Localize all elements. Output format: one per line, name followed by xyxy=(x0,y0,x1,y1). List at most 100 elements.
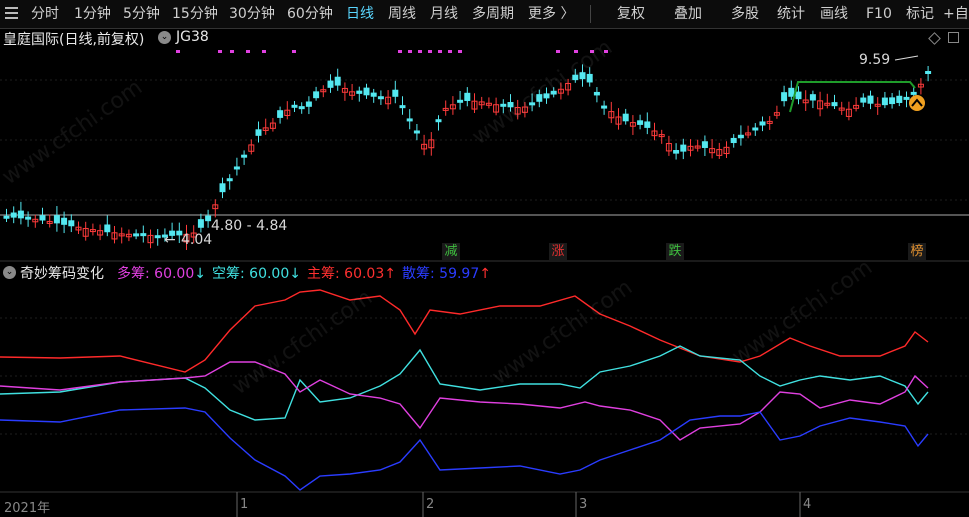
chevron-down-icon[interactable]: ⌄ xyxy=(3,266,16,279)
tag-rise[interactable]: 涨 xyxy=(549,243,567,261)
candle-body xyxy=(190,232,197,238)
candle-body xyxy=(867,95,874,104)
tag-fall[interactable]: 跌 xyxy=(666,243,684,261)
tag-reduce[interactable]: 减 xyxy=(442,243,460,261)
tab-5min[interactable]: 5分钟 xyxy=(123,6,160,22)
long-chip-value: 多筹: 60.00↓ xyxy=(117,266,206,282)
candle-body xyxy=(140,233,147,237)
signal-dot xyxy=(246,50,250,53)
tab-daily[interactable]: 日线 xyxy=(346,6,374,22)
tab-30min[interactable]: 30分钟 xyxy=(229,6,275,22)
candle-body xyxy=(377,96,384,100)
chevron-down-icon[interactable]: ⌄ xyxy=(158,31,171,44)
candle-body xyxy=(795,91,802,100)
axis-label-jan: 1 xyxy=(240,497,249,512)
candle-body xyxy=(766,120,773,124)
signal-dot xyxy=(590,50,594,53)
candle-body xyxy=(874,103,881,107)
retail-chip-value: 散筹: 59.97↑ xyxy=(402,266,491,282)
candle-body xyxy=(118,233,125,237)
f10-button[interactable]: F10 xyxy=(866,6,892,22)
maximize-icon[interactable] xyxy=(948,32,959,43)
candle-body xyxy=(809,94,816,101)
signal-dot xyxy=(418,50,422,53)
candle-body xyxy=(61,217,68,225)
candle-body xyxy=(831,102,838,107)
tab-15min[interactable]: 15分钟 xyxy=(172,6,218,22)
candle-body xyxy=(889,97,896,105)
tab-weekly[interactable]: 周线 xyxy=(388,6,416,22)
candle-body xyxy=(320,89,327,93)
fuquan-button[interactable]: 复权 xyxy=(617,6,645,22)
menu-icon[interactable] xyxy=(5,7,18,21)
overlay-button[interactable]: 叠加 xyxy=(674,6,702,22)
candle-body xyxy=(507,102,514,108)
candle-body xyxy=(644,121,651,128)
candle-body xyxy=(97,230,104,236)
tab-multi-period[interactable]: 多周期 xyxy=(472,6,514,22)
candle-body xyxy=(248,144,255,152)
signal-dot xyxy=(230,50,234,53)
short-chip-line xyxy=(0,345,929,421)
low-price-label: 4.04 xyxy=(181,232,213,248)
candle-body xyxy=(154,235,161,239)
indicator-title[interactable]: 奇妙筹码变化 xyxy=(20,266,104,282)
draw-line-button[interactable]: 画线 xyxy=(820,6,848,22)
candle-body xyxy=(197,219,204,228)
signal-dot xyxy=(448,50,452,53)
candle-body xyxy=(629,122,636,127)
candlesticks xyxy=(3,64,932,251)
tab-60min[interactable]: 60分钟 xyxy=(287,6,333,22)
candle-body xyxy=(514,107,521,115)
candle-body xyxy=(896,95,903,103)
tag-rank[interactable]: 榜 xyxy=(908,243,926,261)
candle-body xyxy=(665,143,672,152)
candle-body xyxy=(493,104,500,113)
candle-body xyxy=(341,87,348,93)
candle-body xyxy=(363,87,370,96)
signal-dot xyxy=(604,50,608,53)
signal-dot xyxy=(458,50,462,53)
candle-body xyxy=(709,148,716,154)
candle-body xyxy=(255,129,262,136)
candle-body xyxy=(25,216,32,220)
short-chip-value: 空筹: 60.00↓ xyxy=(212,266,301,282)
candle-body xyxy=(601,105,608,109)
signal-dot xyxy=(218,50,222,53)
candle-body xyxy=(421,143,428,150)
candle-body xyxy=(111,232,118,240)
candle-body xyxy=(471,100,478,110)
tab-more[interactable]: 更多 〉 xyxy=(528,6,575,22)
candle-body xyxy=(449,104,456,110)
candle-body xyxy=(730,137,737,144)
multi-stock-button[interactable]: 多股 xyxy=(731,6,759,22)
candle-body xyxy=(406,118,413,122)
tab-monthly[interactable]: 月线 xyxy=(430,6,458,22)
candle-body xyxy=(169,230,176,236)
candle-body xyxy=(392,89,399,97)
candle-body xyxy=(385,96,392,105)
indicator-name[interactable]: JG38 xyxy=(176,29,209,45)
candle-body xyxy=(147,234,154,244)
candle-body xyxy=(457,99,464,103)
candle-body xyxy=(176,230,183,236)
tab-intraday[interactable]: 分时 xyxy=(31,6,59,22)
candle-body xyxy=(550,90,557,95)
candle-body xyxy=(241,154,248,158)
candle-body xyxy=(673,150,680,154)
candle-body xyxy=(752,127,759,131)
candle-body xyxy=(104,224,111,233)
stock-title: 皇庭国际(日线,前复权) xyxy=(3,32,145,48)
signal-dot xyxy=(292,50,296,53)
tab-1min[interactable]: 1分钟 xyxy=(74,6,111,22)
candle-body xyxy=(68,220,75,227)
mark-button[interactable]: 标记 xyxy=(906,6,934,22)
candle-body xyxy=(903,96,910,100)
custom-button[interactable]: +自 xyxy=(943,6,969,22)
candle-body xyxy=(802,99,809,104)
candle-body xyxy=(46,220,53,224)
toolbar: 分时 1分钟 5分钟 15分钟 30分钟 60分钟 日线 周线 月线 多周期 更… xyxy=(0,0,969,29)
candle-body xyxy=(853,104,860,109)
statistics-button[interactable]: 统计 xyxy=(777,6,805,22)
